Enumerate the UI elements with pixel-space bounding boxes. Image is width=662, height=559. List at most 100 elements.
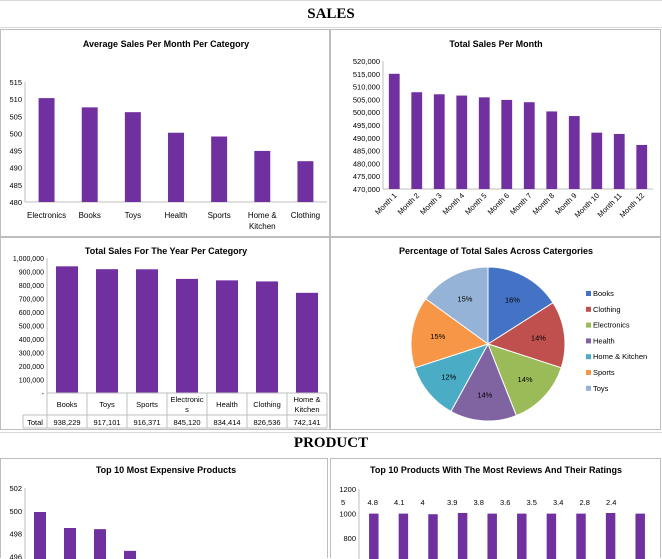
y-tick-label: 498 (9, 530, 22, 539)
x-category-label: Toys (125, 211, 141, 220)
legend-label: Health (593, 336, 615, 345)
y-tick-label: 502 (9, 484, 22, 493)
legend-swatch (586, 307, 591, 312)
x-category-label: Month 7 (508, 191, 534, 217)
x-category-label: Kitchen (249, 222, 276, 231)
bar (256, 281, 278, 393)
bar (434, 94, 445, 189)
bar (399, 514, 408, 559)
x-category-label: Books (79, 211, 101, 220)
y-tick-label: 900,000 (19, 270, 44, 277)
monthly-sales-svg: Total Sales Per Month470,000475,000480,0… (331, 30, 662, 238)
x-category-label: Month 8 (531, 191, 557, 217)
y-tick-label: 505 (9, 112, 22, 121)
bar-data-label: 3.8 (474, 498, 484, 507)
x-category-label: Month 6 (486, 191, 512, 217)
bar-data-label: 4.1 (394, 498, 404, 507)
bar (136, 269, 158, 393)
y-tick-label: 400,000 (19, 337, 44, 344)
y-tick-label: 520,000 (353, 57, 380, 66)
chart-title: Average Sales Per Month Per Category (83, 39, 249, 49)
most-reviewed-products-chart: Top 10 Products With The Most Reviews An… (330, 458, 661, 558)
bar (606, 513, 615, 559)
y-tick-label: 1000 (339, 510, 356, 519)
legend-label: Home & Kitchen (593, 352, 647, 361)
y-tick-label: 800 (343, 534, 356, 543)
legend-swatch (586, 370, 591, 375)
table-category-label: Electronic (171, 395, 204, 404)
pie-slice-label: 16% (505, 295, 520, 304)
sales-section-title: SALES (0, 6, 662, 23)
x-category-label: Electronics (27, 211, 66, 220)
avg-sales-chart: Average Sales Per Month Per Category 480 4… (0, 29, 330, 237)
sheet-top-gridline (0, 0, 662, 1)
table-value: 834,414 (213, 418, 240, 427)
product-section-title: PRODUCT (0, 435, 662, 452)
bar (458, 513, 467, 559)
bar-data-label: 4 (421, 498, 425, 507)
y-tick-label: 490 (9, 164, 22, 173)
y-tick-label: 600,000 (19, 310, 44, 317)
y-tick-label: 500 (9, 507, 22, 516)
table-category-label: Home & (293, 395, 320, 404)
legend-swatch (586, 354, 591, 359)
y-tick-label: 480 (9, 198, 22, 207)
avg-sales-svg: Average Sales Per Month Per Category 480 4… (1, 30, 331, 238)
y-tick-label: 500,000 (19, 324, 44, 331)
table-category-label: Sports (136, 400, 158, 409)
bar-data-label: 2.4 (606, 498, 616, 507)
category-share-pie-svg: Percentage of Total Sales Across Catergo… (331, 238, 662, 431)
y-tick-label: 515 (9, 78, 22, 87)
x-category-label: Month 1 (373, 191, 399, 217)
x-category-label: Sports (208, 211, 231, 220)
legend-swatch (586, 291, 591, 296)
table-value: 916,371 (133, 418, 160, 427)
x-category-label: Month 5 (463, 191, 489, 217)
y-tick-label: 470,000 (353, 185, 380, 194)
y-tick-label: 800,000 (19, 283, 44, 290)
y-tick-label: 300,000 (19, 351, 44, 358)
bar-data-label: 5 (341, 498, 345, 507)
bar (576, 514, 585, 559)
legend-label: Clothing (593, 305, 621, 314)
legend-swatch (586, 338, 591, 343)
y-tick-label: 100,000 (19, 378, 44, 385)
legend-label: Sports (593, 368, 615, 377)
y-tick-label: 485,000 (353, 147, 380, 156)
chart-title: Total Sales For The Year Per Category (85, 246, 247, 256)
x-category-label: Month 3 (418, 191, 444, 217)
bar-data-label: 3.9 (447, 498, 457, 507)
pie-slice-label: 12% (441, 372, 456, 381)
y-tick-label: 1200 (339, 485, 356, 494)
chart-title: Total Sales Per Month (449, 39, 542, 49)
y-tick-label: 500,000 (353, 108, 380, 117)
legend-swatch (586, 386, 591, 391)
bar (635, 514, 644, 559)
sheet-divider (0, 27, 662, 28)
bar (96, 269, 118, 393)
category-share-pie-chart: Percentage of Total Sales Across Catergo… (330, 237, 661, 430)
y-tick-label: 495 (9, 147, 22, 156)
bar (125, 112, 141, 202)
table-category-label: s (185, 405, 189, 414)
legend-label: Books (593, 289, 614, 298)
legend-swatch (586, 323, 591, 328)
y-tick-label: 510,000 (353, 83, 380, 92)
bar (211, 137, 227, 202)
bar (411, 92, 422, 189)
table-category-label: Toys (99, 400, 115, 409)
table-row-label: Total (27, 418, 43, 427)
bar (636, 145, 647, 189)
pie-slice-label: 15% (457, 295, 472, 304)
pie-slice-label: 14% (531, 334, 546, 343)
bar (216, 280, 238, 393)
bar (56, 266, 78, 393)
bar-data-label: 3.6 (500, 498, 510, 507)
y-tick-label: 200,000 (19, 364, 44, 371)
table-value: 742,141 (293, 418, 320, 427)
table-category-label: Books (57, 400, 78, 409)
table-value: 826,536 (253, 418, 280, 427)
y-tick-label: 496 (9, 553, 22, 559)
